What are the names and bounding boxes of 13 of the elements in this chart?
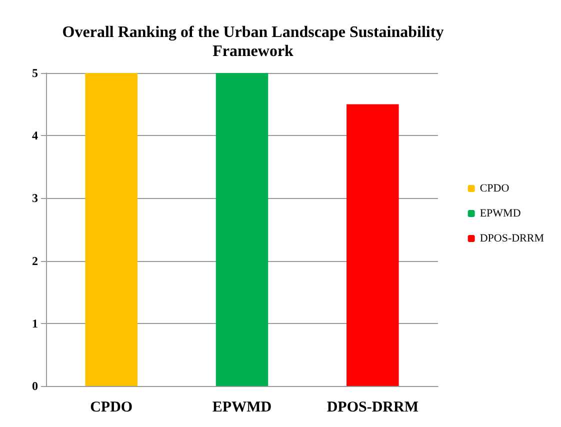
y-tick-label: 5	[32, 66, 38, 80]
y-tick-label: 0	[32, 379, 38, 393]
y-tick-label: 1	[32, 316, 38, 330]
legend-label: DPOS-DRRM	[480, 232, 544, 244]
x-tick-label: DPOS-DRRM	[326, 400, 418, 416]
legend-label: EPWMD	[480, 208, 521, 220]
legend-label: CPDO	[480, 182, 510, 194]
x-tick-label: EPWMD	[212, 400, 272, 416]
x-tick-label: CPDO	[90, 400, 133, 416]
y-tick-label: 2	[32, 254, 38, 268]
y-tick-label: 4	[32, 128, 38, 143]
chart-title: Overall Ranking of the Urban Landscape Sustainability Framework	[62, 24, 444, 60]
y-tick-label: 3	[32, 191, 38, 206]
